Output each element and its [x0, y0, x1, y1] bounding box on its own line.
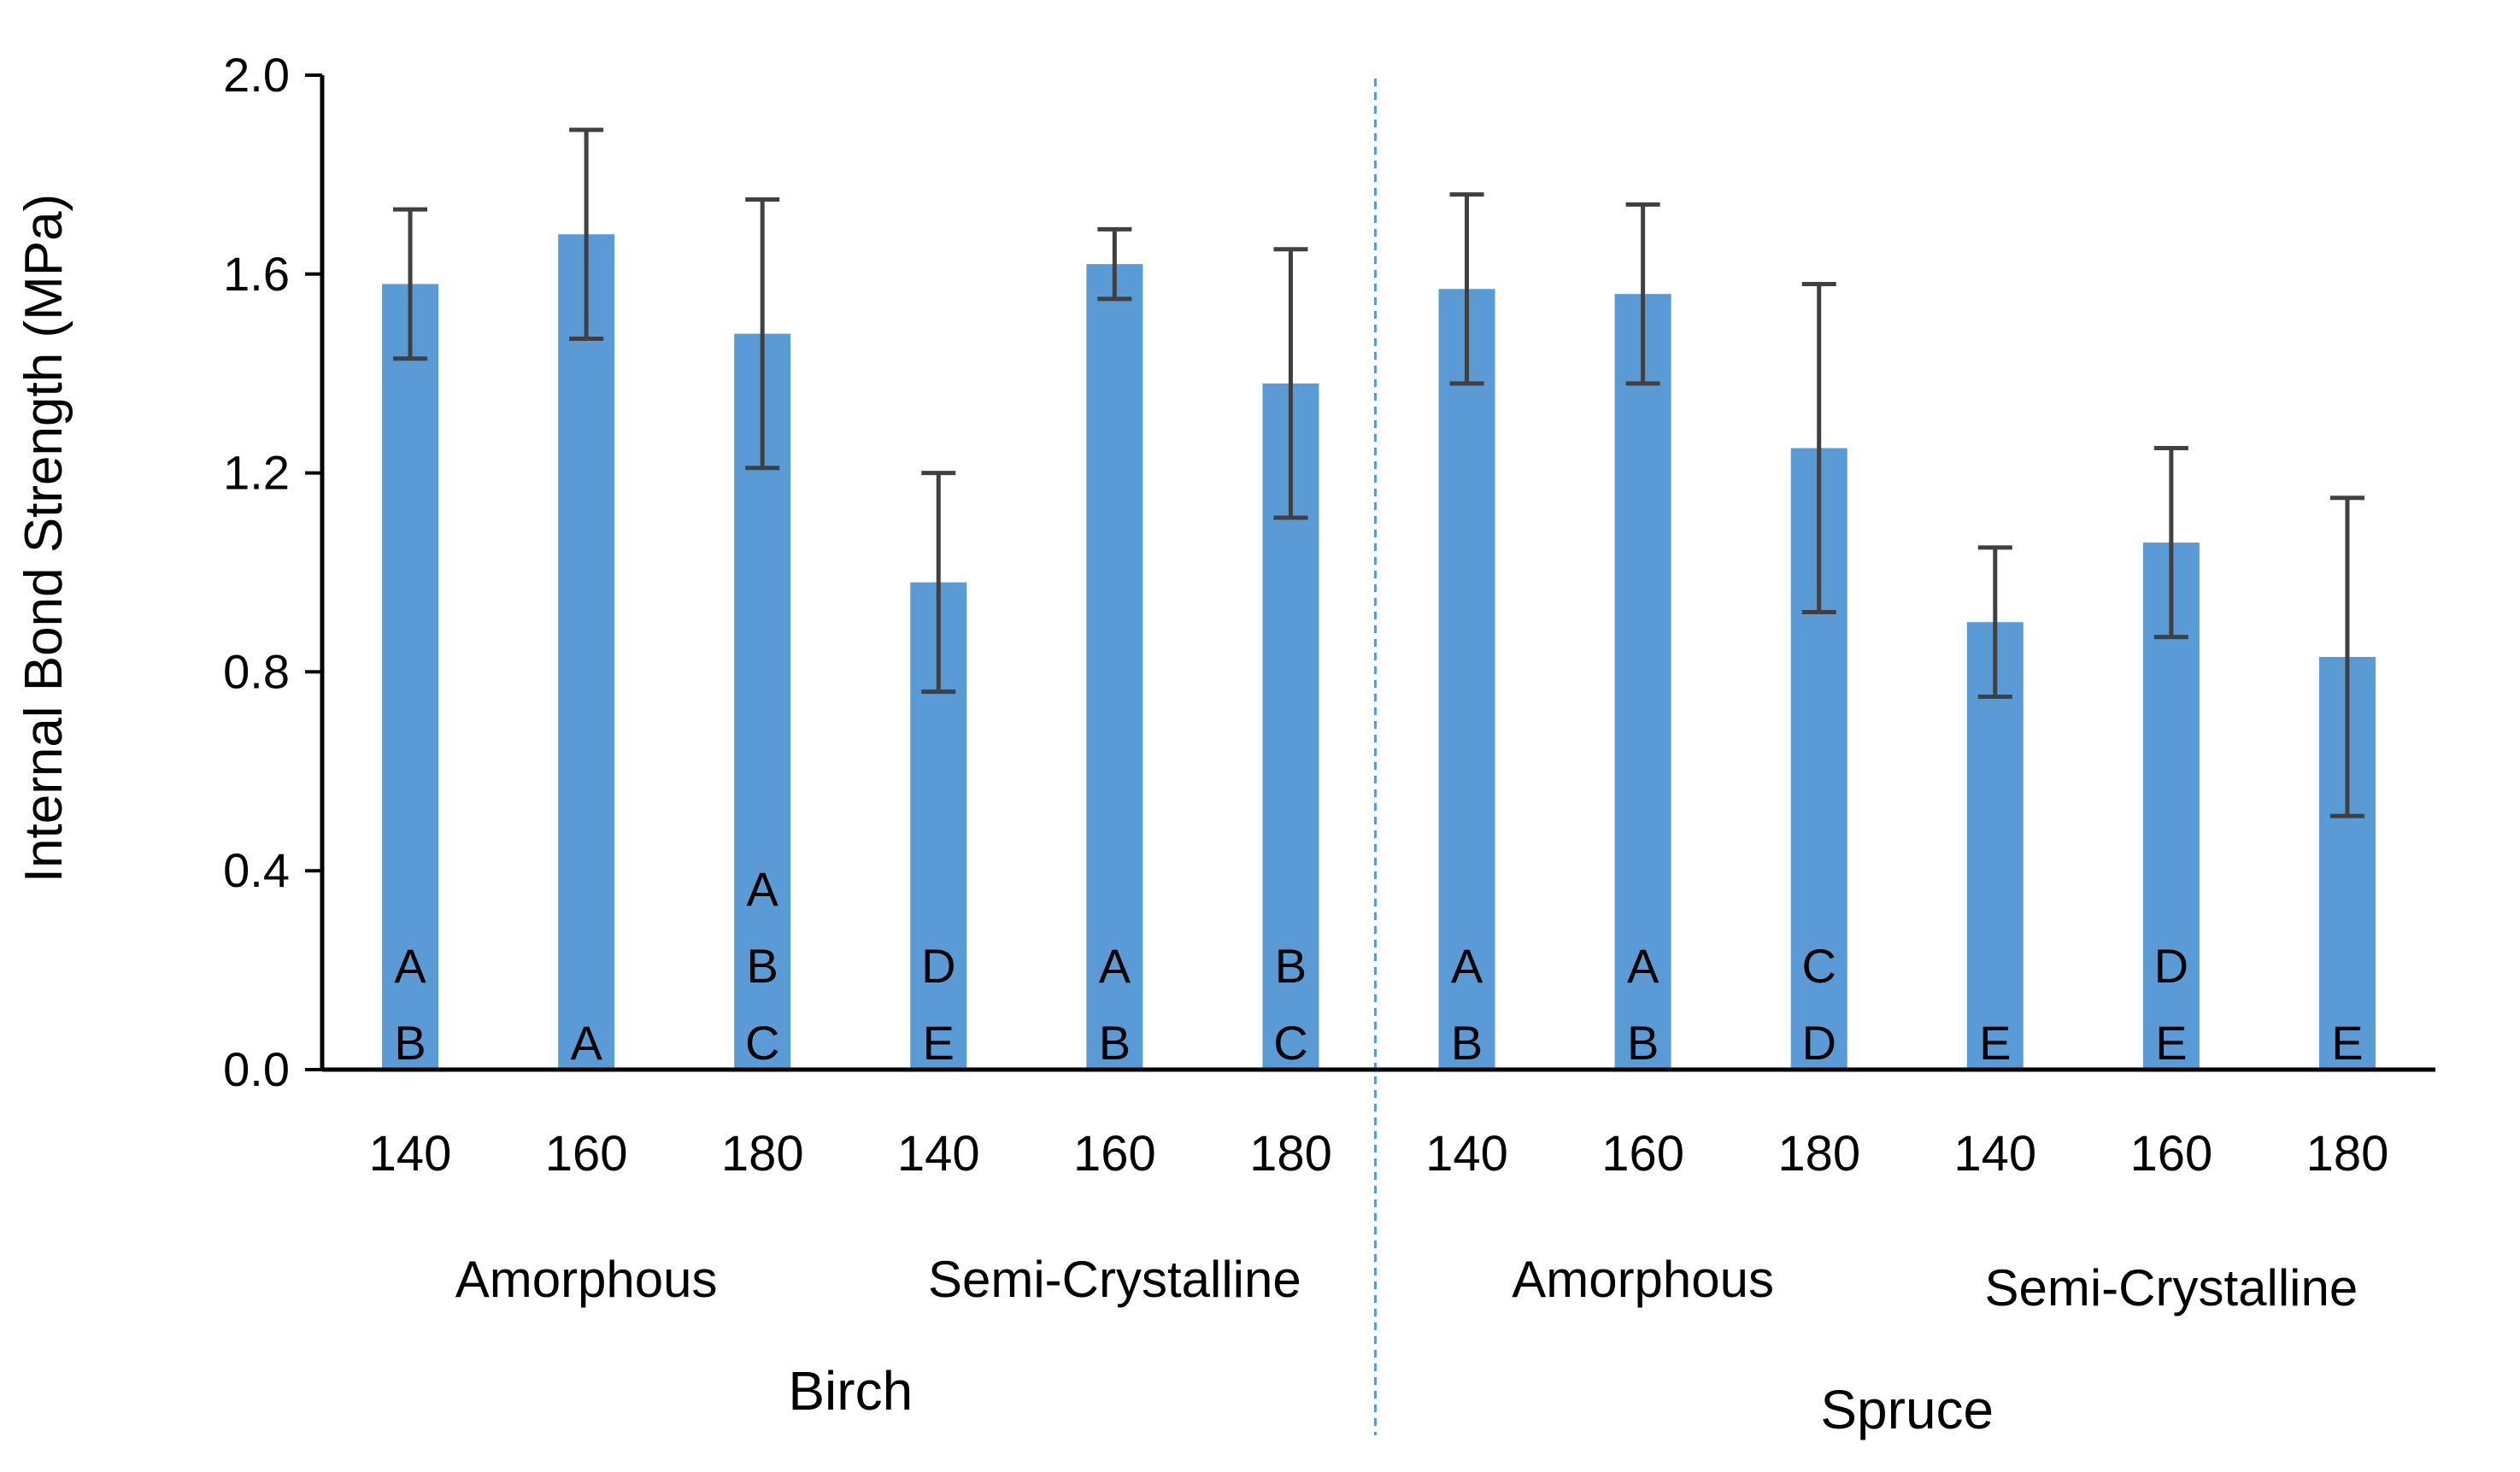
significance-letter: D [2154, 939, 2188, 993]
x-category-label: 140 [369, 1126, 452, 1182]
significance-letter: E [2155, 1016, 2187, 1070]
x-category-label: 160 [2129, 1126, 2212, 1182]
significance-letter: A [394, 939, 426, 993]
significance-letter: A [1451, 939, 1483, 993]
significance-letter: B [1627, 1016, 1659, 1070]
x-category-label: 140 [1953, 1126, 2036, 1182]
significance-letter: A [570, 1016, 602, 1070]
significance-letter: C [1273, 1016, 1307, 1070]
x-group-label: Amorphous [1512, 1251, 1774, 1308]
y-tick-label: 1.2 [223, 446, 290, 500]
error-bars-layer [393, 127, 2364, 818]
significance-letter: B [1451, 1016, 1483, 1070]
significance-letter: C [1801, 939, 1836, 993]
bar [382, 284, 439, 1070]
significance-letter: C [745, 1016, 779, 1070]
bars-layer [382, 234, 2376, 1070]
significance-letter: E [923, 1016, 955, 1070]
x-group-label: Semi-Crystalline [1984, 1259, 2358, 1317]
significance-letter: D [1801, 1016, 1836, 1070]
x-species-label: Spruce [1820, 1379, 1994, 1440]
significance-letter: B [747, 939, 778, 993]
bar [1086, 264, 1143, 1070]
significance-letter: B [1099, 1016, 1131, 1070]
x-category-label: 180 [1249, 1126, 1332, 1182]
x-species-label: Birch [788, 1360, 913, 1422]
significance-letter: A [1627, 939, 1659, 993]
y-tick-label: 1.6 [223, 247, 290, 301]
significance-letter: D [921, 939, 955, 993]
x-category-label: 140 [1425, 1126, 1508, 1182]
significance-letter: B [1275, 939, 1307, 993]
y-tick-label: 2.0 [223, 48, 290, 102]
significance-letter: E [2331, 1016, 2363, 1070]
x-category-label: 140 [897, 1126, 980, 1182]
x-category-label: 160 [1073, 1126, 1156, 1182]
axes [305, 73, 2435, 1435]
significance-letter: E [1979, 1016, 2011, 1070]
y-tick-label: 0.0 [223, 1042, 290, 1096]
x-category-label: 180 [2306, 1126, 2389, 1182]
bar [1438, 289, 1495, 1070]
x-category-label: 180 [721, 1126, 804, 1182]
y-tick-label: 0.4 [223, 843, 290, 897]
significance-letter: A [1099, 939, 1131, 993]
x-group-label: Semi-Crystalline [928, 1251, 1301, 1308]
significance-letter: B [394, 1016, 426, 1070]
y-axis-title: Internal Bond Strength (MPa) [15, 194, 73, 883]
y-tick-label: 0.8 [223, 644, 290, 698]
bar [1614, 294, 1671, 1070]
x-category-label: 180 [1777, 1126, 1860, 1182]
axis-labels: 0.0 0.4 0.8 1.2 1.6 2.0 140 160 180 140 160 180 140 1… [223, 48, 2388, 1440]
x-group-label: Amorphous [455, 1251, 718, 1308]
bar [558, 234, 615, 1070]
x-category-label: 160 [1601, 1126, 1684, 1182]
x-category-label: 160 [545, 1126, 628, 1182]
significance-letter: A [747, 862, 779, 916]
